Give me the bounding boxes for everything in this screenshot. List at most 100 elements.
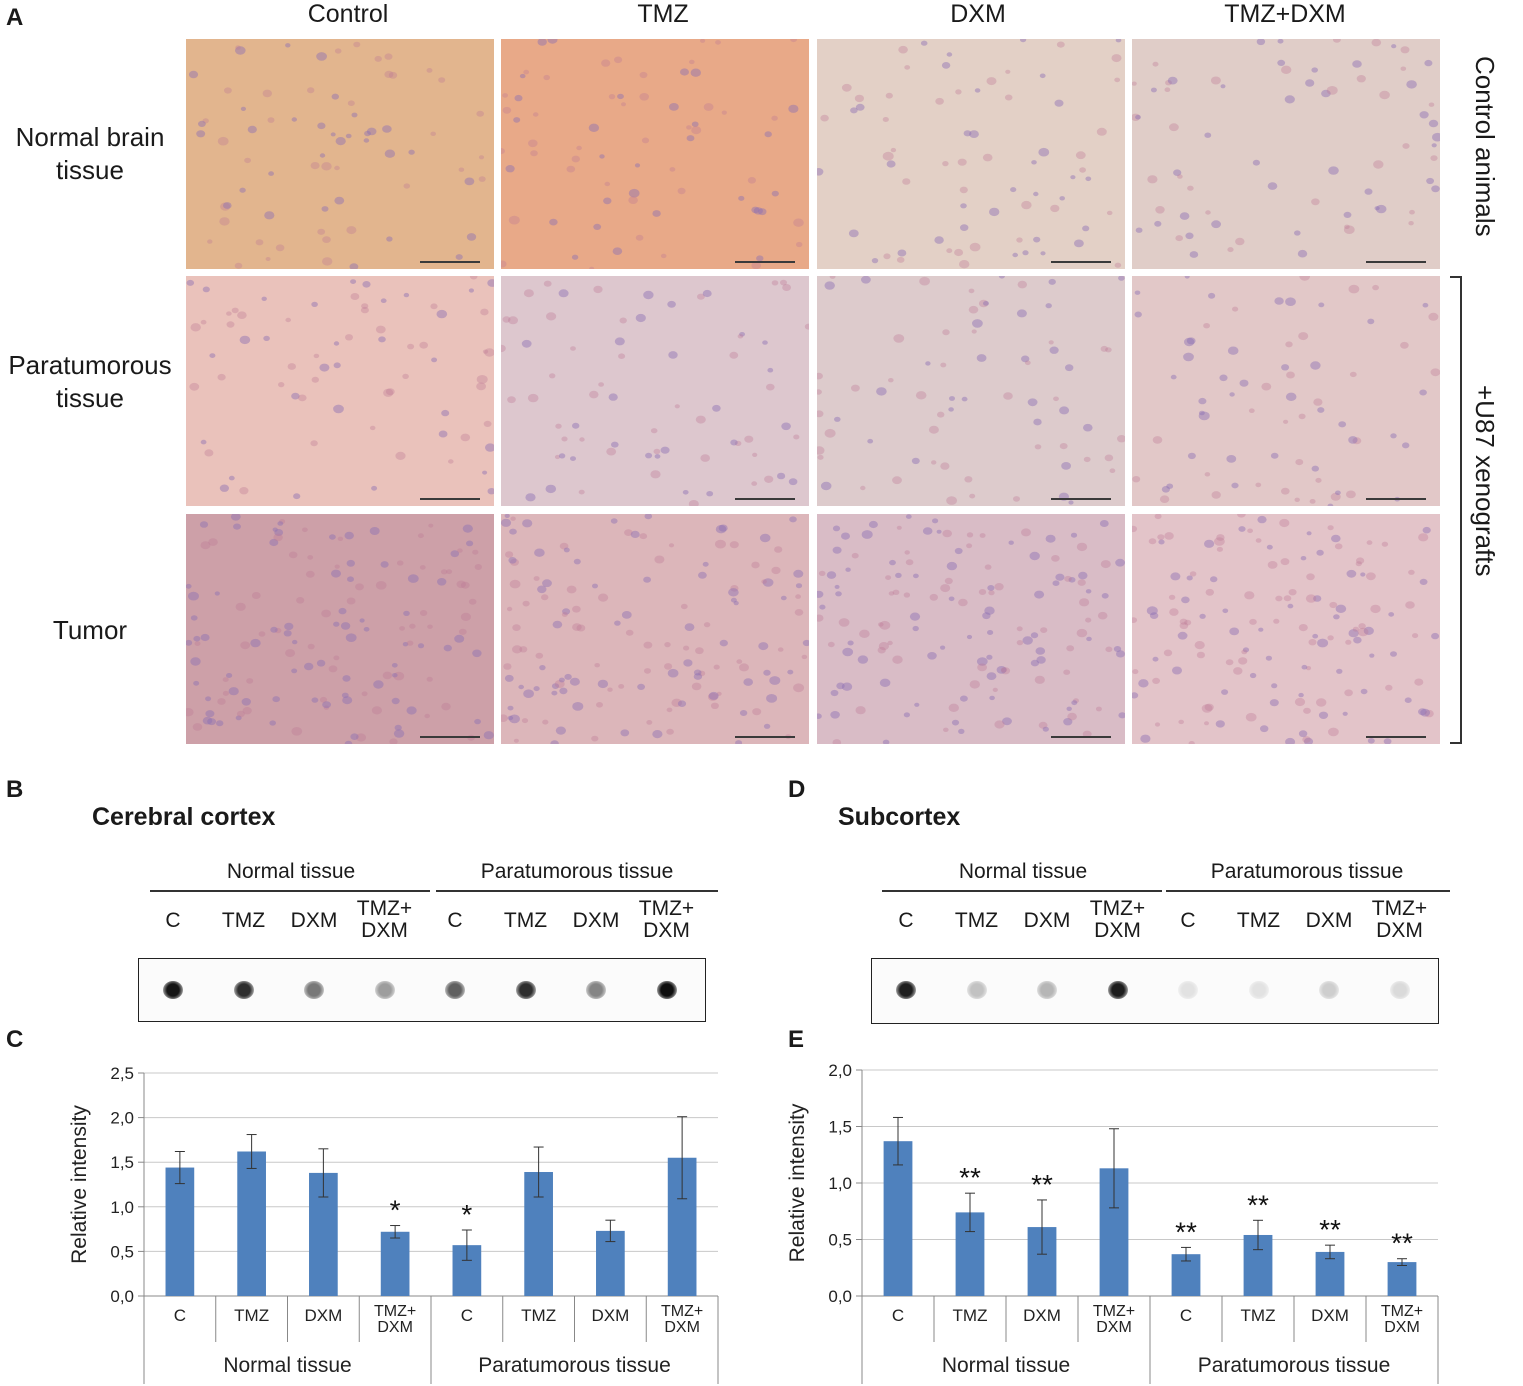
blot-d-blot-dot <box>1248 981 1269 999</box>
scale-bar <box>1366 261 1426 263</box>
blot-d-lane-label: DXM <box>1007 910 1087 932</box>
significance-marker: ** <box>1247 1189 1269 1220</box>
x-tick-label: DXM <box>1311 1306 1349 1325</box>
row-label-line: tissue <box>56 383 124 413</box>
right-label-xenografts: +U87 xenografts <box>1470 385 1500 577</box>
panel-letter-d: D <box>788 776 806 803</box>
bar <box>380 1231 410 1296</box>
blot-b-lane-label-line: TMZ+ <box>356 897 413 920</box>
bar <box>165 1167 195 1296</box>
significance-marker: ** <box>1175 1216 1197 1247</box>
row-label-line: Paratumorous <box>8 350 172 380</box>
bar-chart-subcortex: 0,0 0,5 1,0 1,5 2,0 Relative intensity C ** TMZ *… <box>786 1061 1439 1384</box>
x-tick-label: DXM <box>1096 1319 1132 1336</box>
bar <box>237 1151 266 1296</box>
dot-blot-subcortex <box>871 958 1439 1024</box>
blot-d-lane-label-line: TMZ+ <box>1371 897 1428 920</box>
blot-d-lane-label: C <box>1148 910 1228 932</box>
blot-b-lane-label: TMZ+ DXM <box>345 898 425 942</box>
blot-d-lane-label: TMZ+ DXM <box>1360 898 1440 942</box>
y-tick-label: 2,0 <box>828 1061 852 1080</box>
blot-b-blot-dot <box>374 981 395 999</box>
y-axis-label: Relative intensity <box>68 1105 91 1264</box>
micrograph-tumor-control <box>186 514 494 744</box>
blot-b-blot-dot <box>586 981 606 999</box>
scale-bar <box>420 261 480 263</box>
blot-b-lane-label-line: DXM <box>290 909 338 932</box>
panel-letter-b: B <box>6 776 24 803</box>
dot-blot-cerebral-cortex <box>138 958 706 1022</box>
y-tick-label: 2,0 <box>110 1109 134 1128</box>
column-header-dxm: DXM <box>950 0 1006 28</box>
row-label-tumor: Tumor <box>0 614 180 647</box>
micrograph-tumor-tmz-dxm <box>1132 514 1440 744</box>
right-label-control-animals: Control animals <box>1470 56 1500 237</box>
x-tick-label: DXM <box>304 1306 342 1325</box>
blot-b-lane-label: TMZ <box>204 910 284 932</box>
x-tick-label: TMZ <box>953 1306 988 1325</box>
blot-d-lane-label-line: C <box>898 909 914 932</box>
scale-bar <box>735 736 795 738</box>
y-tick-label: 1,5 <box>828 1118 852 1137</box>
blot-b-blot-dot <box>515 981 536 999</box>
blot-b-lane-label-line: DXM <box>643 919 690 942</box>
panel-letter-c: C <box>6 1026 24 1053</box>
x-tick-label: TMZ+ <box>661 1303 703 1320</box>
blot-d-lane-label-line: DXM <box>1305 909 1353 932</box>
blot-d-lane-label-line: DXM <box>1094 919 1141 942</box>
blot-b-blot-dot <box>233 981 254 999</box>
blot-d-group-rule-normal <box>882 890 1162 892</box>
blot-b-lane-label: C <box>415 910 495 932</box>
row-label-line: Normal brain <box>15 122 165 152</box>
scale-bar <box>1366 498 1426 500</box>
scale-bar <box>420 736 480 738</box>
blot-d-lane-label: DXM <box>1289 910 1369 932</box>
micrograph-normal-brain-tmz-dxm <box>1132 39 1440 269</box>
micrograph-normal-brain-dxm <box>817 39 1125 269</box>
y-tick-label: 0,0 <box>828 1287 852 1306</box>
blot-d-lane-label: TMZ <box>1219 910 1299 932</box>
row-label-paratumorous: Paratumorous tissue <box>0 349 180 415</box>
blot-b-blot-dot <box>656 981 677 999</box>
subcortex-title: Subcortex <box>838 803 961 831</box>
blot-b-lane-label: C <box>133 910 213 932</box>
y-tick-label: 0,0 <box>110 1287 134 1306</box>
blot-d-lane-label-line: DXM <box>1023 909 1071 932</box>
blot-b-lane-label-line: TMZ+ <box>638 897 695 920</box>
blot-d-group-rule-paratumorous <box>1166 890 1450 892</box>
column-header-control: Control <box>307 0 389 28</box>
blot-b-lane-label-line: TMZ <box>503 909 548 932</box>
y-axis-label: Relative intensity <box>786 1103 809 1262</box>
blot-d-group-normal: Normal tissue <box>958 860 1088 883</box>
blot-d-lane-label-line: TMZ <box>954 909 999 932</box>
row-label-normal-brain: Normal brain tissue <box>0 121 180 187</box>
x-tick-label: C <box>892 1306 904 1325</box>
blot-b-lane-label: TMZ <box>486 910 566 932</box>
micrograph-paratumorous-dxm <box>817 276 1125 506</box>
x-group-label: Normal tissue <box>942 1354 1070 1377</box>
significance-marker: * <box>461 1199 472 1230</box>
y-tick-label: 1,0 <box>828 1174 852 1193</box>
x-group-label: Paratumorous tissue <box>478 1354 671 1377</box>
xenograft-bracket-bottom <box>1450 742 1462 744</box>
micrograph-paratumorous-tmz <box>501 276 809 506</box>
y-tick-label: 1,5 <box>110 1153 134 1172</box>
y-tick-label: 1,0 <box>110 1198 134 1217</box>
blot-b-group-rule-normal <box>150 890 430 892</box>
blot-b-lane-label-line: DXM <box>361 919 408 942</box>
significance-marker: * <box>390 1195 401 1226</box>
xenograft-bracket-top <box>1450 276 1462 278</box>
x-tick-label: TMZ <box>234 1306 269 1325</box>
blot-d-lane-label: TMZ <box>937 910 1017 932</box>
blot-d-lane-label: TMZ+ DXM <box>1078 898 1158 942</box>
scale-bar <box>735 261 795 263</box>
x-tick-label: TMZ <box>1241 1306 1276 1325</box>
column-header-tmz: TMZ <box>637 0 689 28</box>
blot-b-group-paratumorous: Paratumorous tissue <box>480 860 674 883</box>
y-tick-label: 0,5 <box>828 1231 852 1250</box>
blot-b-lane-label: TMZ+ DXM <box>627 898 707 942</box>
bar <box>883 1141 913 1296</box>
blot-d-blot-dot <box>1107 981 1128 999</box>
blot-d-blot-dot <box>1037 981 1057 999</box>
significance-marker: ** <box>1031 1169 1053 1200</box>
